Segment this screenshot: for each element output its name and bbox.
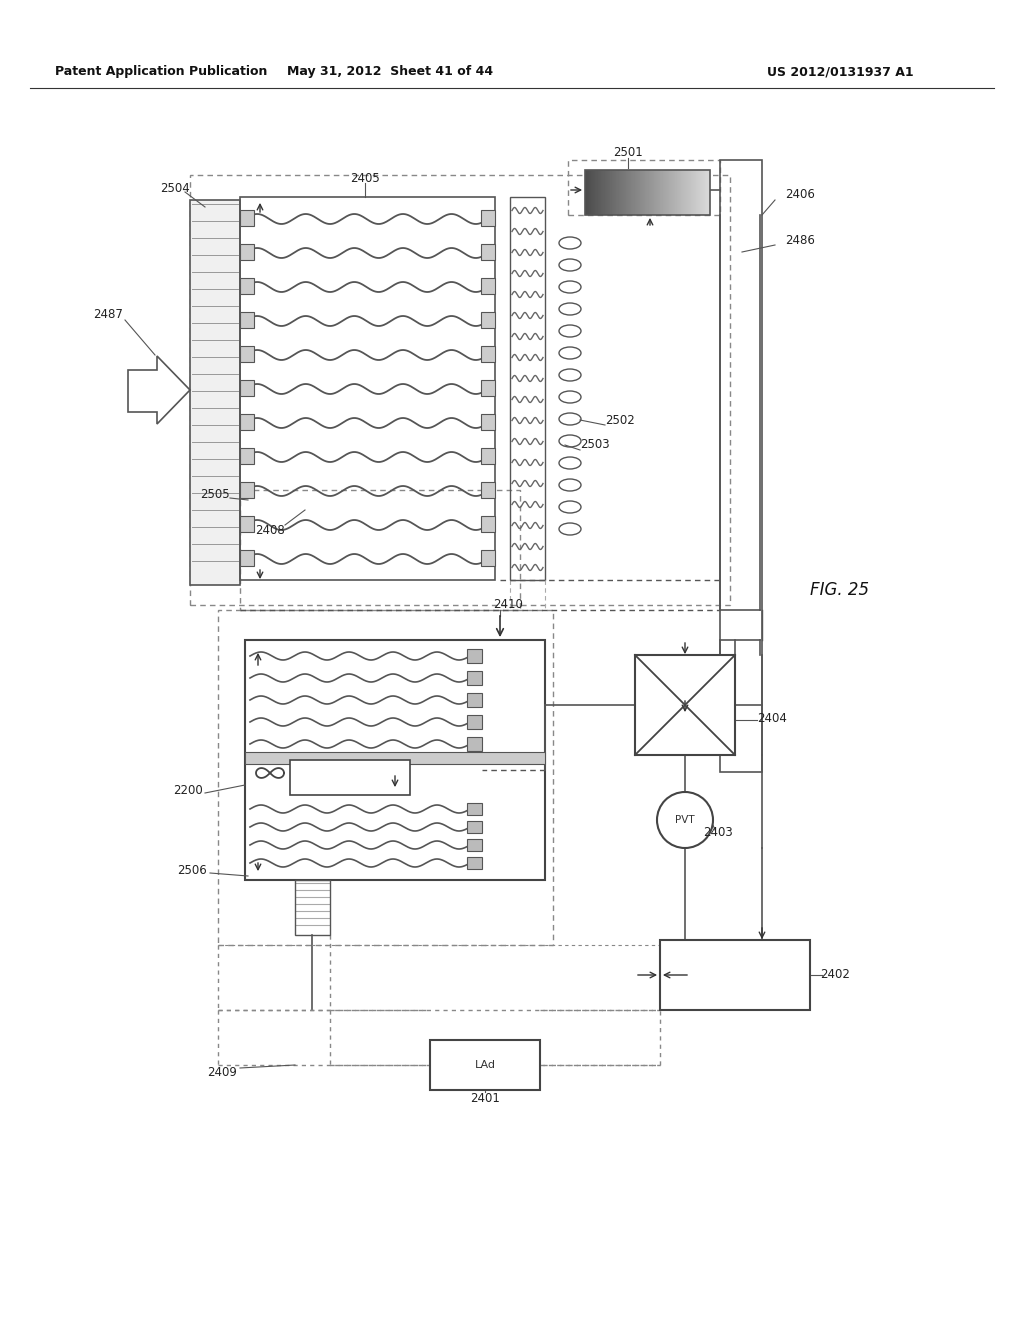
Text: 2410: 2410 <box>494 598 523 611</box>
Bar <box>467 715 482 729</box>
Text: 2487: 2487 <box>93 309 123 322</box>
Text: 2405: 2405 <box>350 172 380 185</box>
Text: 2408: 2408 <box>255 524 285 536</box>
Bar <box>290 760 410 795</box>
Bar <box>510 197 545 579</box>
Bar <box>467 803 482 814</box>
Text: 2505: 2505 <box>200 488 229 502</box>
Text: 2503: 2503 <box>581 438 610 451</box>
Bar <box>245 752 545 764</box>
Bar <box>240 346 254 362</box>
Bar <box>190 201 240 585</box>
Text: 2200: 2200 <box>173 784 203 796</box>
Bar <box>240 550 254 566</box>
Bar <box>481 550 495 566</box>
Text: May 31, 2012  Sheet 41 of 44: May 31, 2012 Sheet 41 of 44 <box>287 66 494 78</box>
Text: PVT: PVT <box>675 814 695 825</box>
Text: 2502: 2502 <box>605 413 635 426</box>
Bar <box>190 176 730 605</box>
Bar <box>481 482 495 498</box>
Bar <box>467 693 482 708</box>
Bar <box>240 482 254 498</box>
Bar <box>481 244 495 260</box>
Bar <box>218 610 553 945</box>
Bar <box>295 880 330 935</box>
Bar <box>467 649 482 663</box>
Bar <box>240 447 254 465</box>
Bar <box>240 312 254 327</box>
Bar <box>240 197 495 579</box>
Bar <box>240 414 254 430</box>
Bar <box>481 279 495 294</box>
Bar <box>481 312 495 327</box>
Bar <box>467 821 482 833</box>
Bar <box>240 380 254 396</box>
Text: 2404: 2404 <box>757 711 786 725</box>
Text: 2406: 2406 <box>785 189 815 202</box>
Bar <box>240 210 254 226</box>
Text: LAd: LAd <box>474 1060 496 1071</box>
Text: 2409: 2409 <box>207 1067 237 1080</box>
Polygon shape <box>128 356 190 424</box>
Bar <box>245 640 545 880</box>
Bar <box>635 655 735 755</box>
Text: FIG. 25: FIG. 25 <box>810 581 869 599</box>
Bar <box>240 490 520 610</box>
Bar <box>467 671 482 685</box>
Bar <box>481 210 495 226</box>
Bar <box>481 380 495 396</box>
Bar <box>568 160 720 215</box>
Bar <box>481 346 495 362</box>
Bar <box>481 414 495 430</box>
Bar <box>467 857 482 869</box>
Bar <box>240 244 254 260</box>
Text: 2501: 2501 <box>613 145 643 158</box>
Bar <box>240 516 254 532</box>
Bar <box>585 170 710 215</box>
Bar <box>467 737 482 751</box>
Text: US 2012/0131937 A1: US 2012/0131937 A1 <box>767 66 913 78</box>
Bar <box>481 447 495 465</box>
Text: 2506: 2506 <box>177 863 207 876</box>
Bar <box>430 1040 540 1090</box>
Bar <box>467 840 482 851</box>
Text: Patent Application Publication: Patent Application Publication <box>55 66 267 78</box>
Bar <box>481 516 495 532</box>
Bar <box>240 279 254 294</box>
Text: 2486: 2486 <box>785 234 815 247</box>
Text: 2403: 2403 <box>703 825 733 838</box>
Text: 2504: 2504 <box>160 181 189 194</box>
Circle shape <box>657 792 713 847</box>
Text: 2401: 2401 <box>470 1092 500 1105</box>
Bar <box>720 160 762 772</box>
Text: 2402: 2402 <box>820 969 850 982</box>
Bar <box>660 940 810 1010</box>
